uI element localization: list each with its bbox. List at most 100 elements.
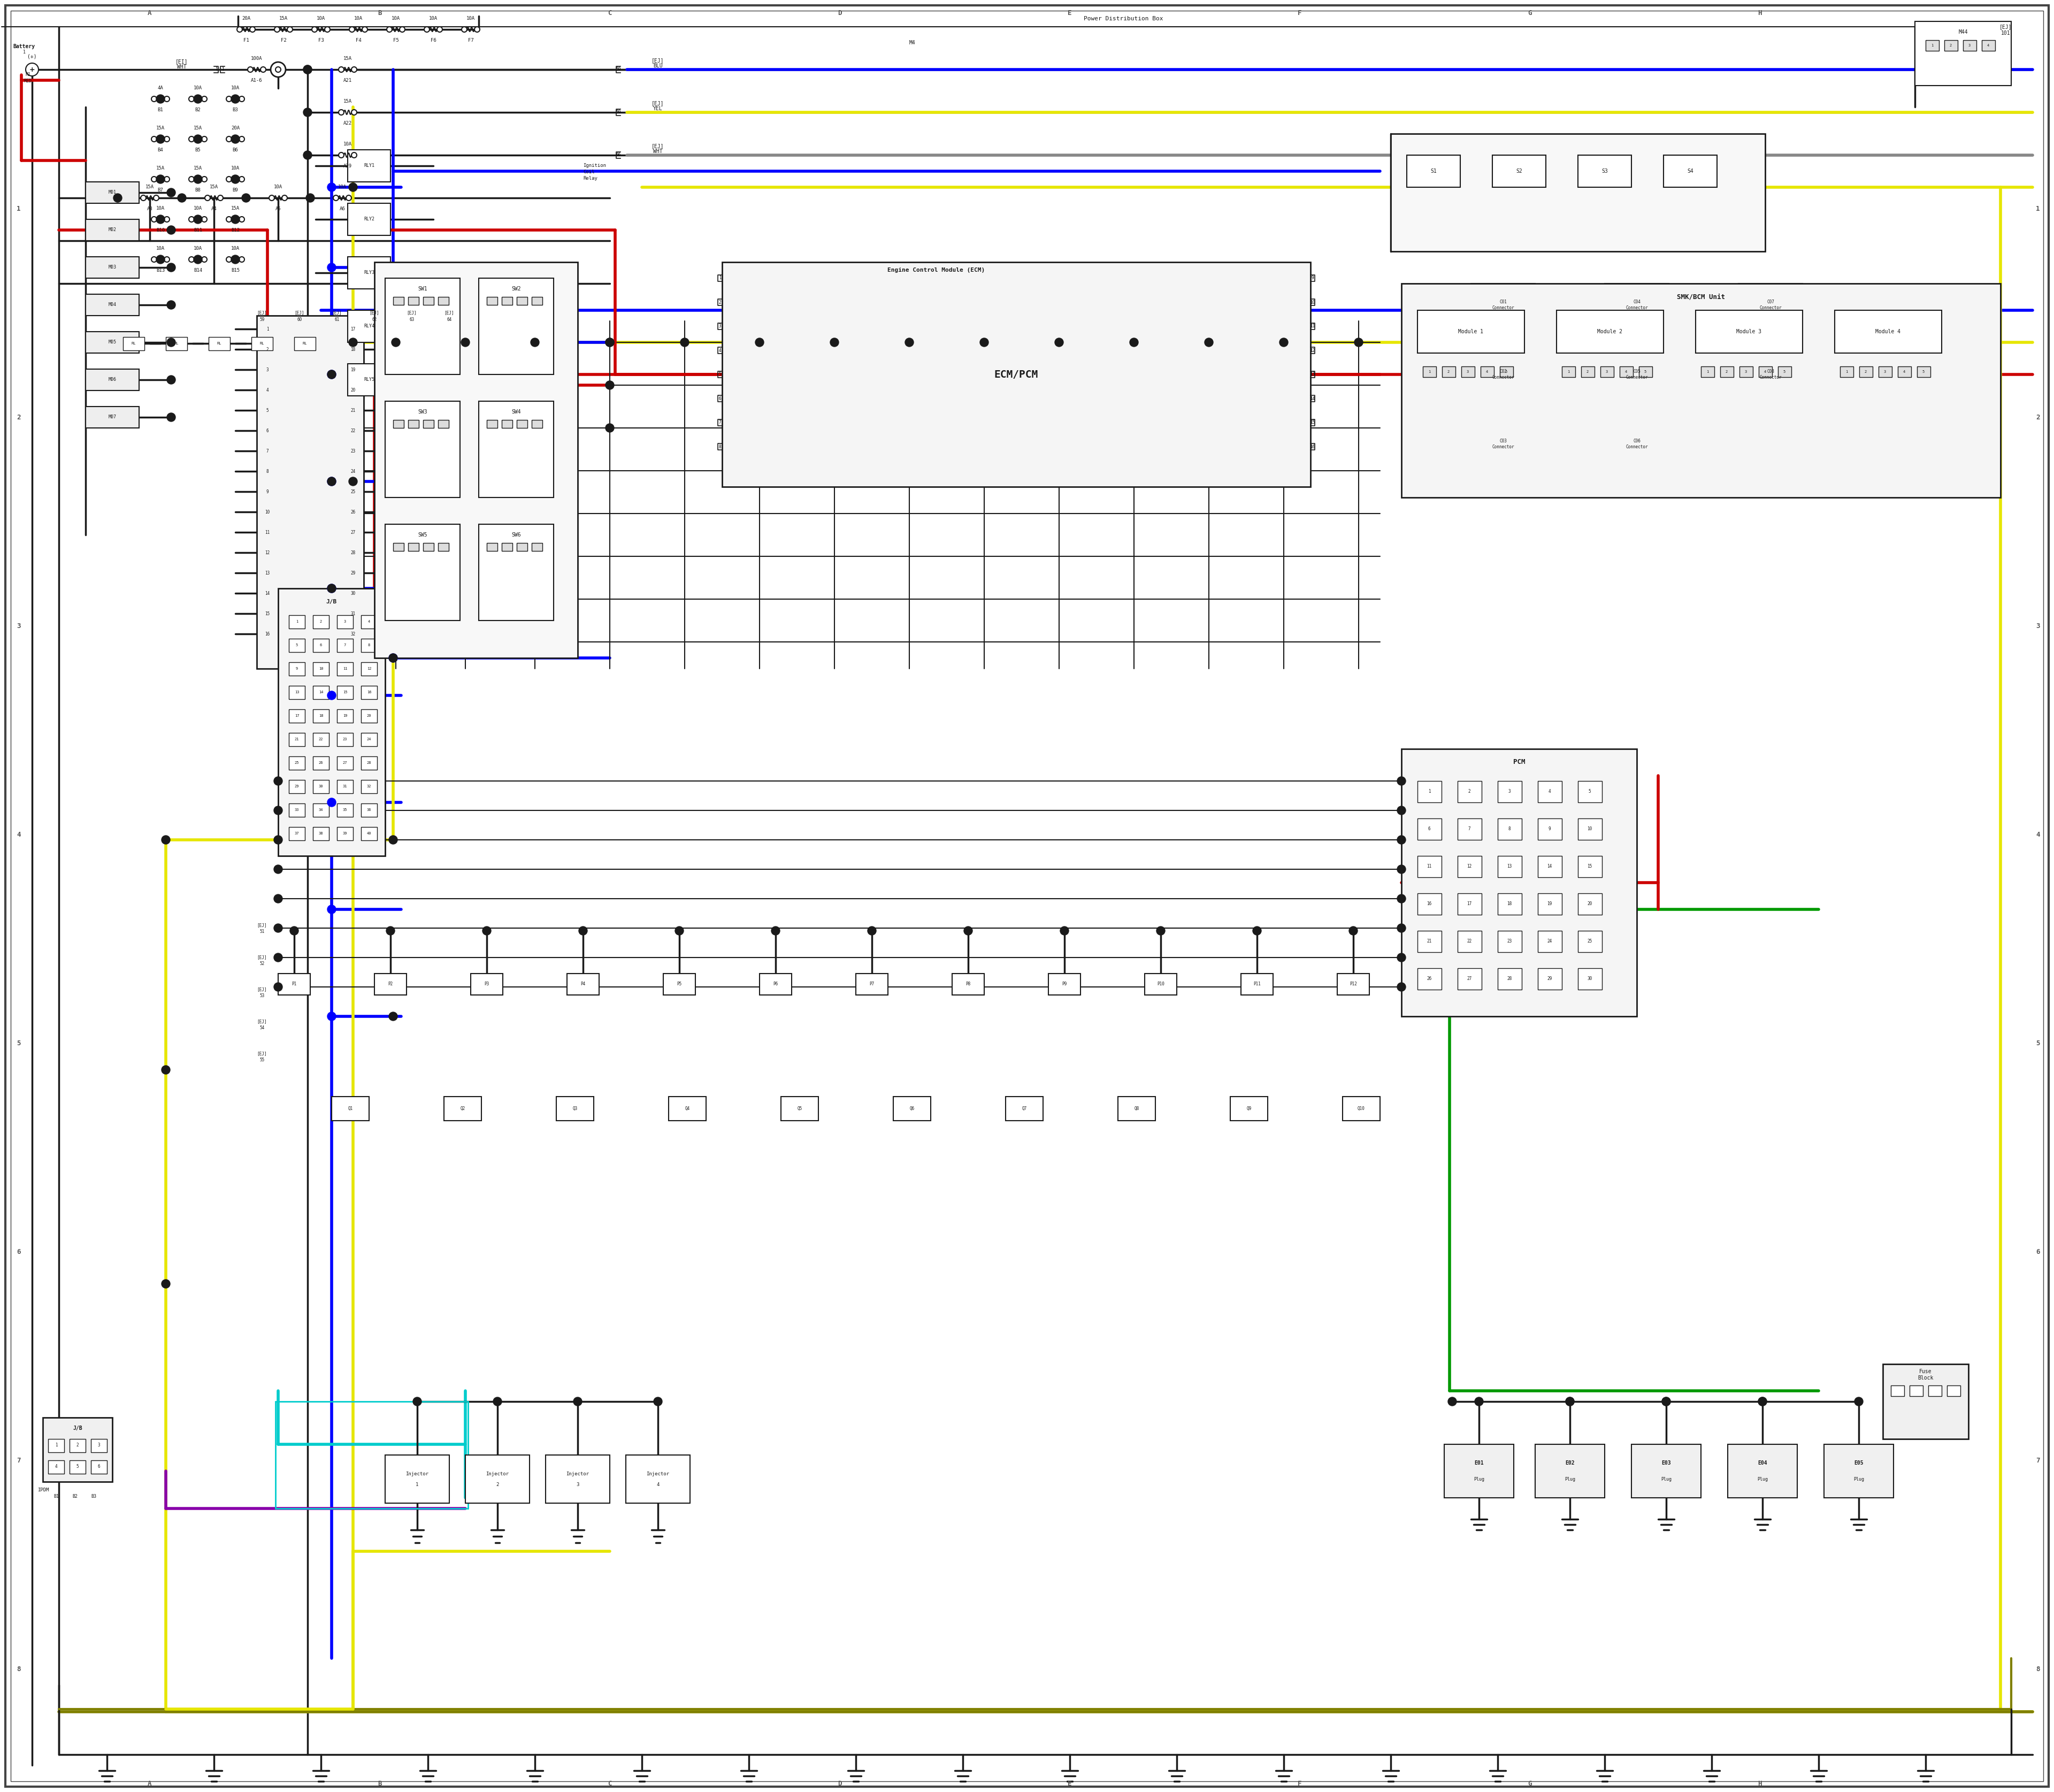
Circle shape [339, 66, 343, 72]
Text: 62: 62 [372, 317, 376, 323]
Text: P10: P10 [1156, 982, 1165, 987]
Text: 2: 2 [719, 299, 721, 305]
Text: 10A: 10A [156, 246, 164, 251]
Text: 63: 63 [409, 317, 415, 323]
Text: B4: B4 [158, 147, 164, 152]
Circle shape [304, 108, 312, 116]
Text: 2: 2 [1469, 788, 1471, 794]
Bar [1664, 156, 1717, 186]
Bar [1538, 930, 1561, 952]
Circle shape [25, 63, 39, 75]
Text: M02: M02 [109, 228, 117, 233]
Bar [1417, 310, 1524, 353]
Text: 4: 4 [1625, 371, 1627, 373]
Text: M01: M01 [109, 190, 117, 195]
Text: 8: 8 [16, 1665, 21, 1672]
Text: 7: 7 [16, 1457, 21, 1464]
Text: E05: E05 [1855, 1460, 1863, 1466]
Circle shape [388, 1012, 396, 1021]
Bar [312, 756, 329, 771]
Text: J/B: J/B [72, 1426, 82, 1432]
Text: 7: 7 [1469, 826, 1471, 831]
Text: [EJ]: [EJ] [370, 310, 380, 315]
Bar [1417, 894, 1442, 914]
Bar [1407, 156, 1460, 186]
Circle shape [1662, 1398, 1670, 1405]
Text: 4: 4 [1764, 371, 1766, 373]
Circle shape [251, 27, 255, 32]
Text: 27: 27 [343, 762, 347, 765]
Text: 10A: 10A [193, 86, 201, 90]
Text: 13: 13 [1508, 864, 1512, 869]
Text: C: C [608, 11, 612, 16]
Circle shape [351, 66, 357, 72]
Bar [1343, 1097, 1380, 1120]
Text: 2: 2 [16, 414, 21, 421]
Circle shape [327, 371, 337, 378]
Bar [290, 686, 304, 699]
Text: M04: M04 [109, 303, 117, 306]
Circle shape [193, 215, 201, 224]
Text: 59: 59 [616, 66, 620, 72]
Bar [466, 1455, 530, 1503]
Text: SMK/BCM Unit: SMK/BCM Unit [1676, 294, 1725, 301]
Text: 15A: 15A [156, 167, 164, 170]
Text: 5: 5 [1783, 371, 1785, 373]
Bar [1401, 283, 2001, 498]
Bar [501, 543, 511, 550]
Text: 19: 19 [1547, 901, 1553, 907]
Circle shape [756, 339, 764, 346]
Text: 24: 24 [1547, 939, 1553, 944]
Text: A29: A29 [343, 163, 351, 168]
Circle shape [1204, 339, 1214, 346]
Text: [EJ]: [EJ] [257, 310, 267, 315]
Text: 8: 8 [267, 470, 269, 473]
Text: Plug: Plug [1473, 1477, 1485, 1482]
Text: 28: 28 [1508, 977, 1512, 982]
Bar [86, 294, 140, 315]
Text: SW5: SW5 [417, 532, 427, 538]
Bar [1824, 1444, 1894, 1498]
Text: 15: 15 [1588, 864, 1592, 869]
Text: M05: M05 [109, 340, 117, 344]
Circle shape [152, 97, 156, 102]
Text: 15A: 15A [193, 125, 201, 131]
Circle shape [327, 797, 337, 806]
Text: B3: B3 [232, 108, 238, 113]
Text: A: A [148, 11, 152, 16]
Text: Relay: Relay [583, 176, 598, 181]
Text: 16: 16 [265, 631, 269, 636]
Bar [290, 733, 304, 745]
Text: F3: F3 [318, 38, 325, 43]
Text: 31: 31 [351, 611, 355, 616]
Text: 9: 9 [1310, 276, 1315, 281]
Text: 11: 11 [343, 667, 347, 670]
Circle shape [413, 1398, 421, 1405]
Text: Plug: Plug [1853, 1477, 1865, 1482]
Text: E03: E03 [1662, 1460, 1670, 1466]
Circle shape [189, 256, 195, 262]
Bar [423, 297, 433, 305]
Circle shape [349, 27, 355, 32]
Text: F5: F5 [392, 38, 398, 43]
Bar [1604, 423, 1668, 466]
Text: 23: 23 [351, 448, 355, 453]
Text: E04: E04 [1758, 1460, 1766, 1466]
Bar [337, 826, 353, 840]
Circle shape [573, 1398, 581, 1405]
Circle shape [236, 27, 242, 32]
Text: 6: 6 [320, 643, 322, 647]
Circle shape [386, 926, 394, 935]
Circle shape [281, 195, 288, 201]
Text: 10A: 10A [339, 185, 347, 190]
Circle shape [166, 339, 175, 346]
Circle shape [269, 195, 275, 201]
Bar [1697, 310, 1803, 353]
Text: 10: 10 [1310, 299, 1315, 305]
Bar [374, 973, 407, 995]
Bar [532, 419, 542, 428]
Bar [1577, 156, 1631, 186]
Text: 3: 3 [719, 324, 721, 328]
Text: SW3: SW3 [417, 409, 427, 414]
Circle shape [273, 835, 283, 844]
